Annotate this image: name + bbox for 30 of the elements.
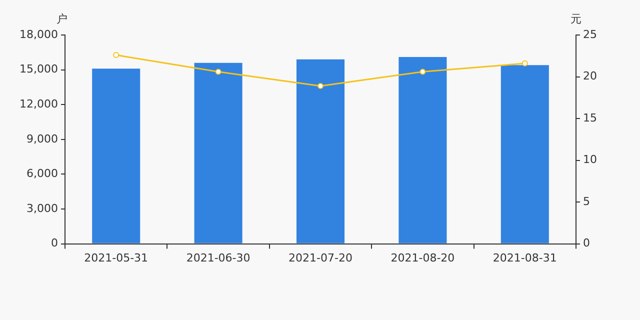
point: [215, 68, 222, 75]
point: [113, 52, 120, 58]
y2-tick-label: 15: [583, 111, 597, 124]
bar: [398, 57, 447, 244]
y2-tick-label: 25: [583, 28, 597, 41]
y2-tick-label: 10: [583, 153, 597, 166]
y2-tick-label: 5: [583, 194, 590, 208]
bar: [296, 59, 345, 244]
bar: [194, 62, 242, 244]
y-tick-label: 0: [51, 236, 58, 250]
point: [318, 82, 324, 89]
bar: [500, 65, 549, 244]
y-tick-label: 15,000: [20, 62, 58, 76]
x-tick-label: 2021-08-20: [390, 251, 455, 264]
y-tick-label: 6,000: [26, 167, 58, 180]
y-tick-label: 3,000: [26, 202, 58, 215]
y2-axis-title: 元: [570, 12, 582, 26]
x-tick-label: 2021-06-30: [186, 251, 250, 264]
x-tick-label: 2021-07-20: [288, 251, 352, 264]
y-axis-title: 户: [56, 12, 68, 26]
y-tick-label: 18,000: [20, 28, 58, 41]
y2-tick-label: 0: [583, 236, 590, 250]
x-tick-label: 2021-05-31: [84, 251, 148, 264]
bar: [92, 68, 140, 244]
y2-tick-label: 20: [583, 70, 597, 83]
y-tick-label: 12,000: [20, 97, 58, 110]
x-tick-label: 2021-08-31: [492, 251, 557, 264]
point: [420, 68, 426, 75]
point: [522, 60, 528, 66]
y-tick-label: 9,000: [26, 132, 58, 146]
